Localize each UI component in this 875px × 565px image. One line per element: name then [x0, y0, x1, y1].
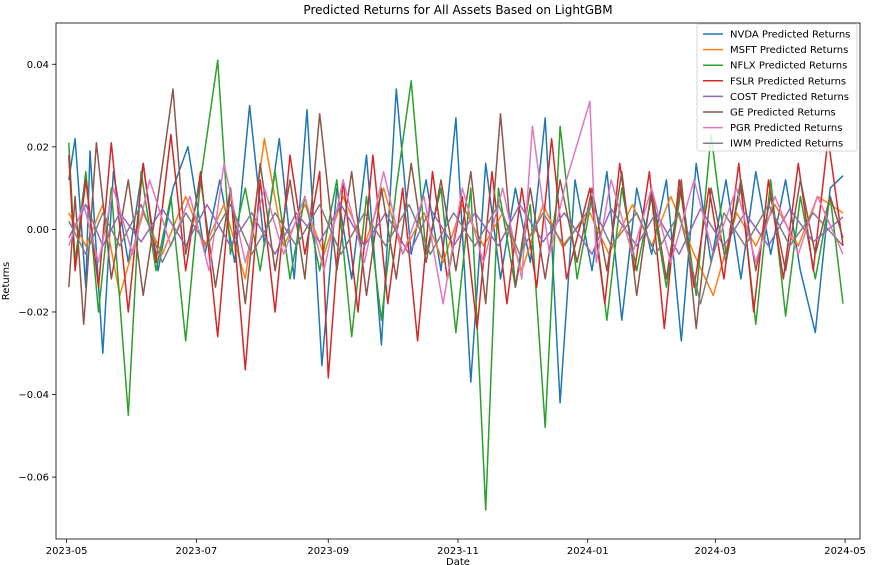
- x-tick-label: 2023-11: [437, 546, 479, 557]
- series-line-6: [68, 100, 844, 305]
- legend-label-6: PGR Predicted Returns: [730, 123, 842, 134]
- legend-label-5: GE Predicted Returns: [730, 108, 836, 119]
- y-axis: 0.04 0.02 0.00 −0.02 −0.04 −0.06: [18, 60, 56, 484]
- legend-label-7: IWM Predicted Returns: [730, 139, 843, 150]
- x-tick-label: 2023-09: [307, 546, 349, 557]
- legend-label-2: NFLX Predicted Returns: [730, 61, 847, 72]
- y-tick-label: 0.00: [27, 225, 49, 236]
- y-tick-label: −0.06: [18, 473, 49, 484]
- x-axis: 2023-05 2023-07 2023-09 2023-11 2024-01 2024-…: [46, 539, 866, 557]
- x-tick-label: 2023-07: [175, 546, 217, 557]
- y-tick-label: −0.04: [18, 390, 49, 401]
- x-tick-label: 2024-01: [567, 546, 609, 557]
- series-layer: [68, 59, 844, 511]
- legend-label-0: NVDA Predicted Returns: [730, 30, 850, 41]
- y-tick-label: 0.02: [27, 142, 49, 153]
- series-line-7: [68, 203, 844, 305]
- legend: NVDA Predicted Returns MSFT Predicted Ret…: [696, 23, 858, 152]
- legend-frame: [696, 23, 858, 152]
- y-tick-label: 0.04: [27, 60, 49, 71]
- series-line-4: [68, 203, 844, 255]
- chart-title: Predicted Returns for All Assets Based o…: [303, 3, 612, 17]
- x-tick-label: 2024-03: [694, 546, 736, 557]
- legend-label-1: MSFT Predicted Returns: [730, 45, 848, 56]
- x-tick-label: 2024-05: [824, 546, 866, 557]
- legend-label-4: COST Predicted Returns: [730, 92, 849, 103]
- x-tick-label: 2023-05: [46, 546, 88, 557]
- series-line-5: [68, 88, 844, 330]
- legend-label-3: FSLR Predicted Returns: [730, 76, 846, 87]
- y-axis-title: Returns: [1, 262, 12, 300]
- series-line-2: [68, 59, 844, 511]
- x-axis-title: Date: [446, 557, 470, 565]
- y-tick-label: −0.02: [18, 307, 49, 318]
